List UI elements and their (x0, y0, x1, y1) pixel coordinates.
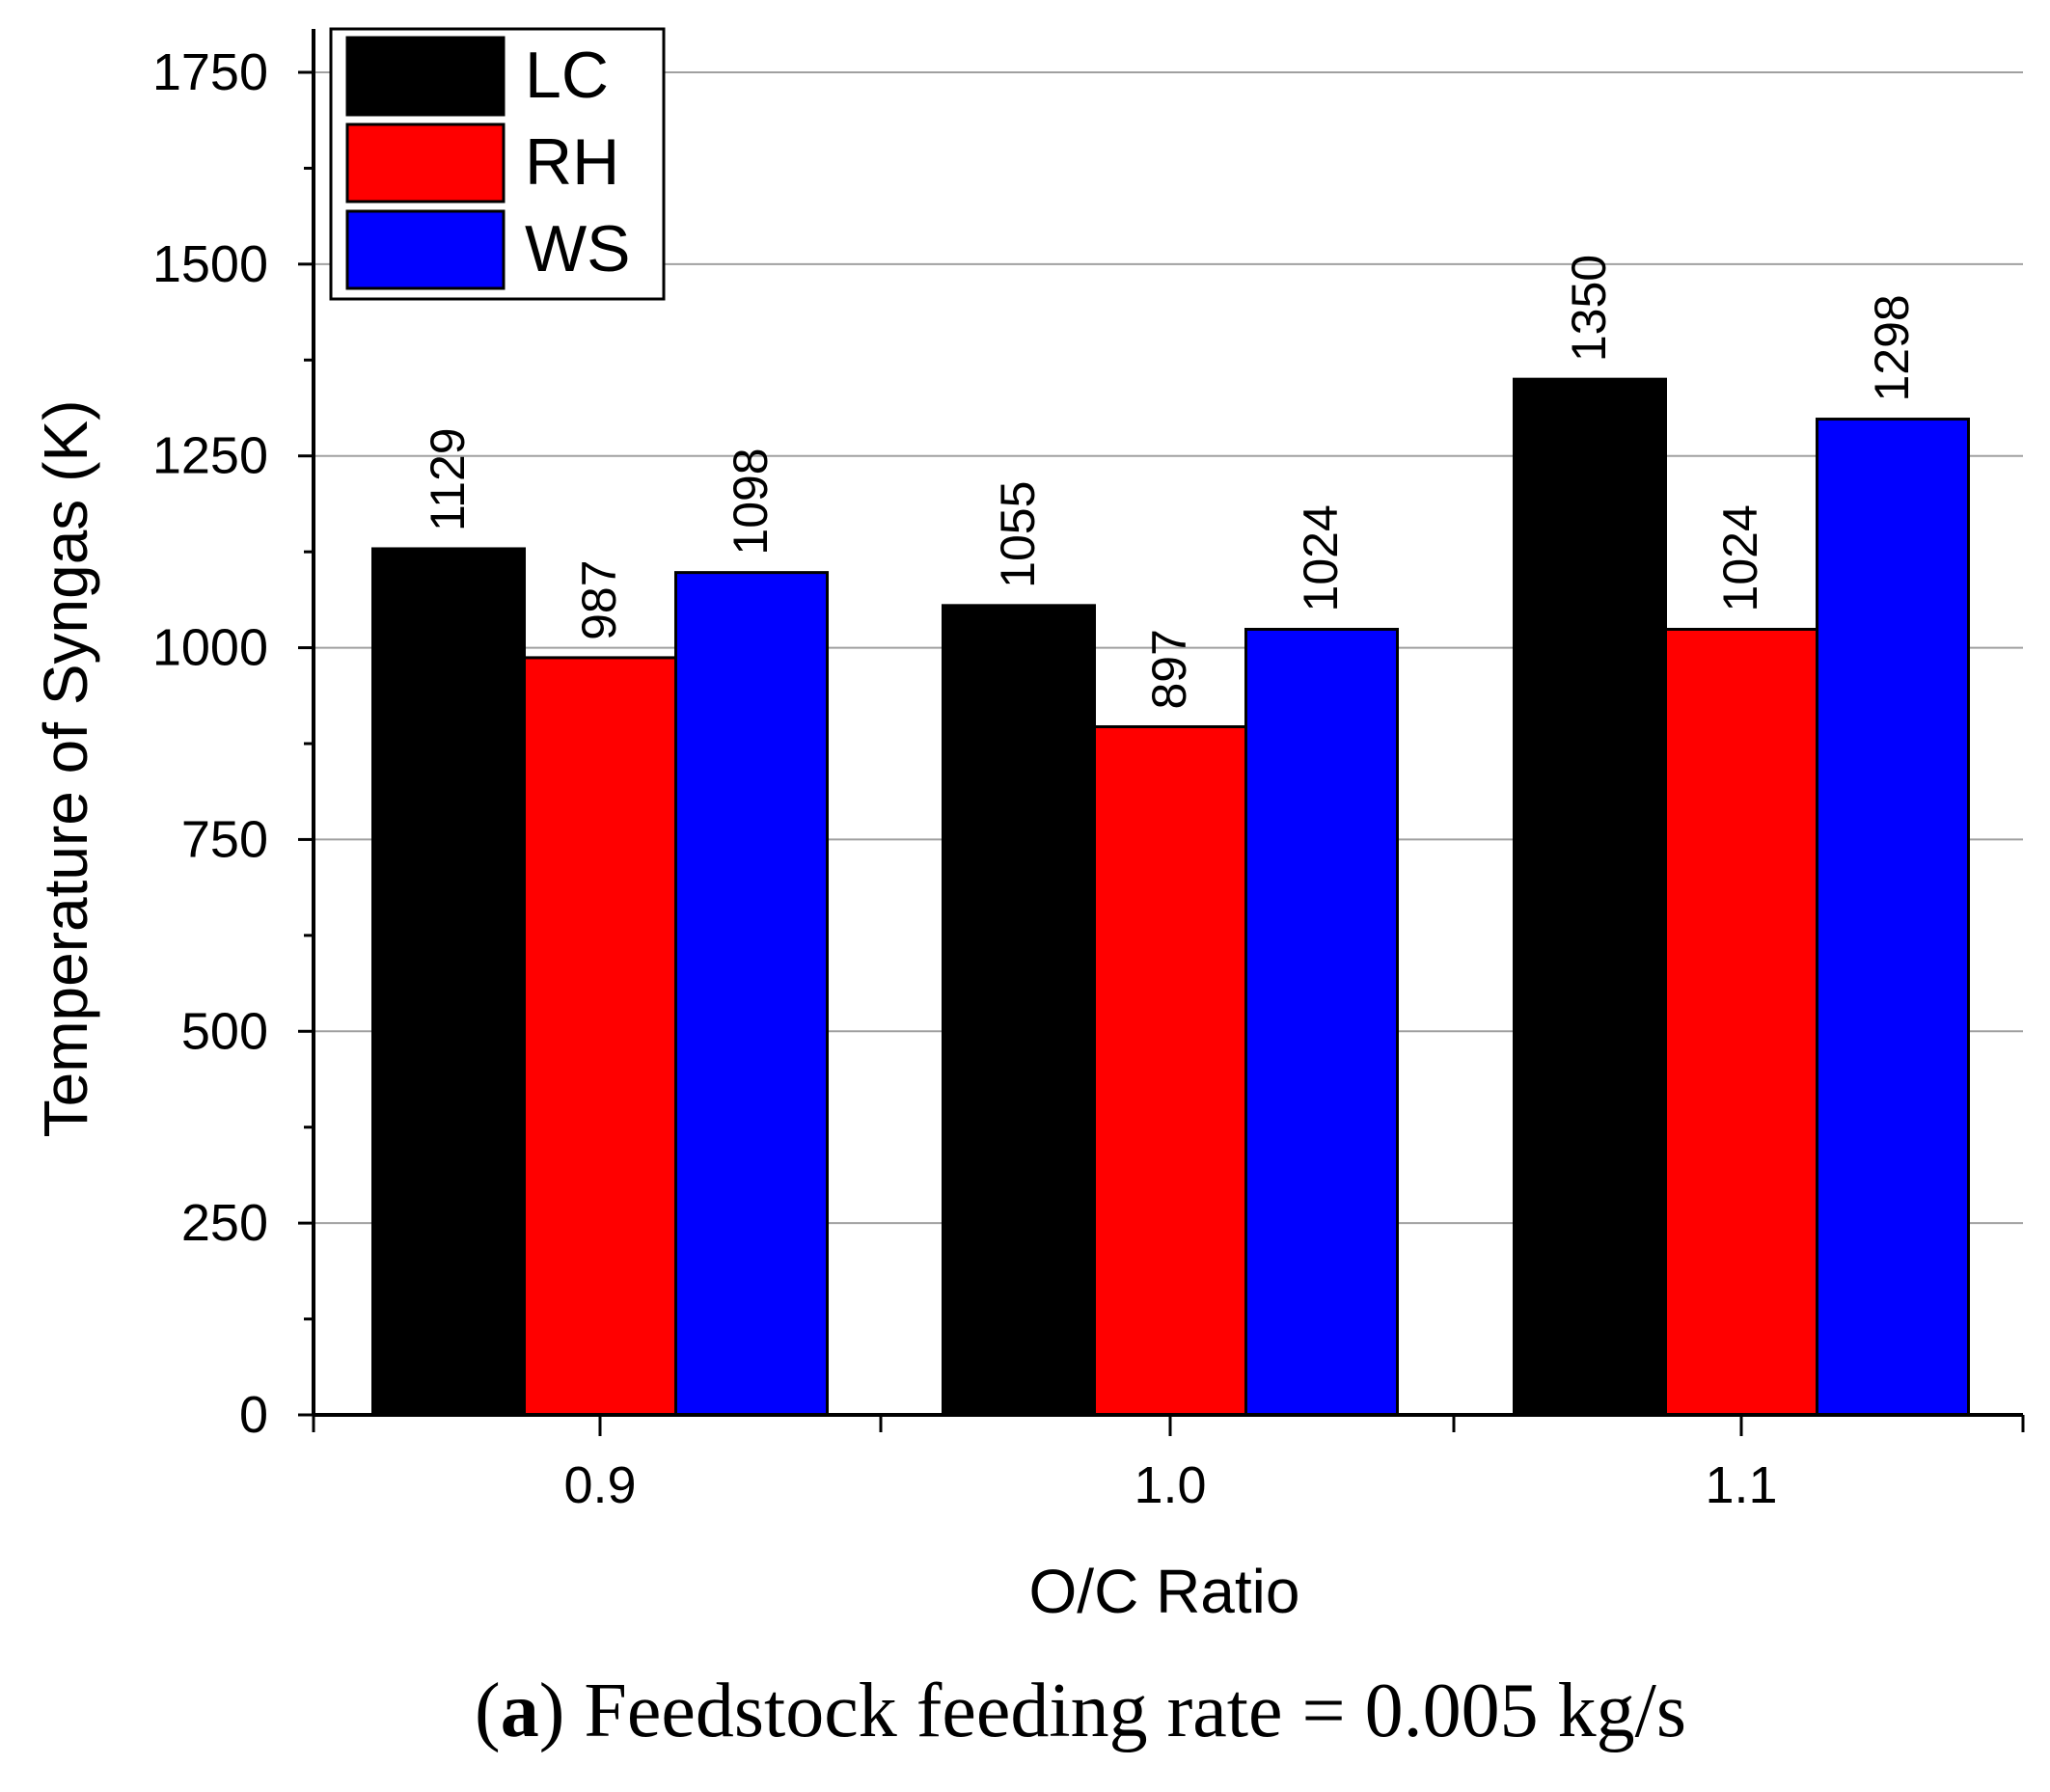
bars (371, 377, 1970, 1417)
y-tick-label-1500: 1500 (152, 235, 268, 293)
bar-LC-1.1 (1513, 377, 1667, 1417)
legend-label-WS: WS (525, 212, 631, 285)
caption-label: a (501, 1669, 539, 1753)
data-labels: 1129 1055 1350 987 897 1024 1098 1024 1298 (421, 255, 1919, 710)
legend-label-LC: LC (525, 39, 609, 112)
y-tick-label-500: 500 (181, 1002, 268, 1060)
bar-WS-1.0 (1244, 627, 1399, 1417)
x-tick-label-1.1: 1.1 (1705, 1456, 1777, 1514)
y-tick-label-1750: 1750 (152, 43, 268, 101)
x-tick-label-0.9: 0.9 (563, 1456, 636, 1514)
bar-RH-1.0 (1093, 725, 1247, 1417)
data-label-RH-1.0: 897 (1142, 629, 1196, 709)
figure-caption: (a) Feedstock feeding rate = 0.005 kg/s (475, 1669, 1686, 1753)
data-label-RH-0.9: 987 (572, 559, 626, 639)
legend-swatch-RH (345, 122, 506, 204)
bar-RH-1.1 (1664, 627, 1818, 1417)
data-label-LC-1.1: 1350 (1562, 255, 1616, 362)
data-label-LC-1.0: 1055 (991, 481, 1045, 588)
data-label-WS-0.9: 1098 (724, 448, 778, 555)
y-tick-label-1250: 1250 (152, 427, 268, 485)
data-label-WS-1.1: 1298 (1865, 294, 1919, 401)
legend-label-RH: RH (525, 125, 619, 199)
bar-WS-1.1 (1816, 418, 1970, 1417)
bar-LC-0.9 (371, 547, 526, 1417)
y-tick-label-0: 0 (239, 1386, 268, 1444)
bar-WS-0.9 (674, 571, 829, 1417)
data-label-LC-0.9: 1129 (421, 427, 475, 531)
x-tick-label-1.0: 1.0 (1134, 1456, 1206, 1514)
y-tick-label-750: 750 (181, 810, 268, 868)
data-label-RH-1.1: 1024 (1713, 504, 1767, 611)
y-tick-label-1000: 1000 (152, 619, 268, 677)
bar-RH-0.9 (523, 656, 677, 1417)
data-label-WS-1.0: 1024 (1294, 504, 1348, 611)
bar-LC-1.0 (942, 604, 1096, 1417)
y-tick-label-250: 250 (181, 1194, 268, 1252)
legend-swatch-WS (345, 209, 506, 290)
x-axis-label: O/C Ratio (1029, 1557, 1300, 1626)
axes: 0 250 500 750 1000 1250 1500 1750 0.9 1.0 1.1 (152, 29, 2025, 1514)
legend: LC RH WS (329, 27, 666, 301)
legend-swatch-LC (345, 36, 506, 117)
caption-text: Feedstock feeding rate = 0.005 kg/s (584, 1669, 1686, 1753)
y-axis-label: Temperature of Syngas (K) (31, 400, 100, 1138)
